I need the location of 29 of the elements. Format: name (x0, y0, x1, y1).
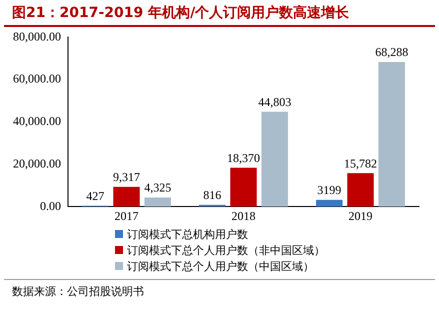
bar (113, 186, 140, 207)
bar (230, 168, 257, 207)
source-note: 数据来源：公司招股说明书 (4, 279, 435, 303)
data-label: 3199 (317, 182, 342, 197)
y-tick-label: 60,000.00 (13, 72, 61, 86)
data-label: 18,370 (227, 150, 260, 165)
x-tick-label: 2018 (232, 208, 256, 223)
x-tick-label: 2017 (114, 208, 138, 223)
bar (144, 197, 171, 207)
data-label: 427 (86, 188, 104, 203)
chart-title: 图21：2017-2019 年机构/个人订阅用户数高速增长 (4, 0, 435, 27)
bar (347, 173, 374, 207)
data-label: 15,782 (344, 156, 377, 170)
legend-label: 订阅模式下总机构用户数 (126, 227, 249, 243)
data-label: 44,803 (258, 94, 292, 109)
data-label: 816 (203, 188, 222, 202)
bar (261, 112, 288, 207)
data-label: 68,288 (375, 45, 408, 60)
y-tick-label: 40,000.00 (13, 114, 61, 128)
x-tick-label: 2019 (348, 208, 372, 223)
y-tick-label: 0.00 (40, 198, 61, 213)
bar (378, 62, 405, 207)
y-tick-label: 20,000.00 (13, 156, 61, 170)
data-label: 4,325 (144, 180, 172, 195)
bar (316, 200, 343, 207)
legend-label: 订阅模式下总个人用户数（非中国区域） (126, 243, 326, 259)
legend-label: 订阅模式下总个人用户数（中国区域） (126, 259, 315, 275)
y-tick-label: 80,000.00 (13, 29, 61, 44)
data-label: 9,317 (113, 170, 140, 184)
